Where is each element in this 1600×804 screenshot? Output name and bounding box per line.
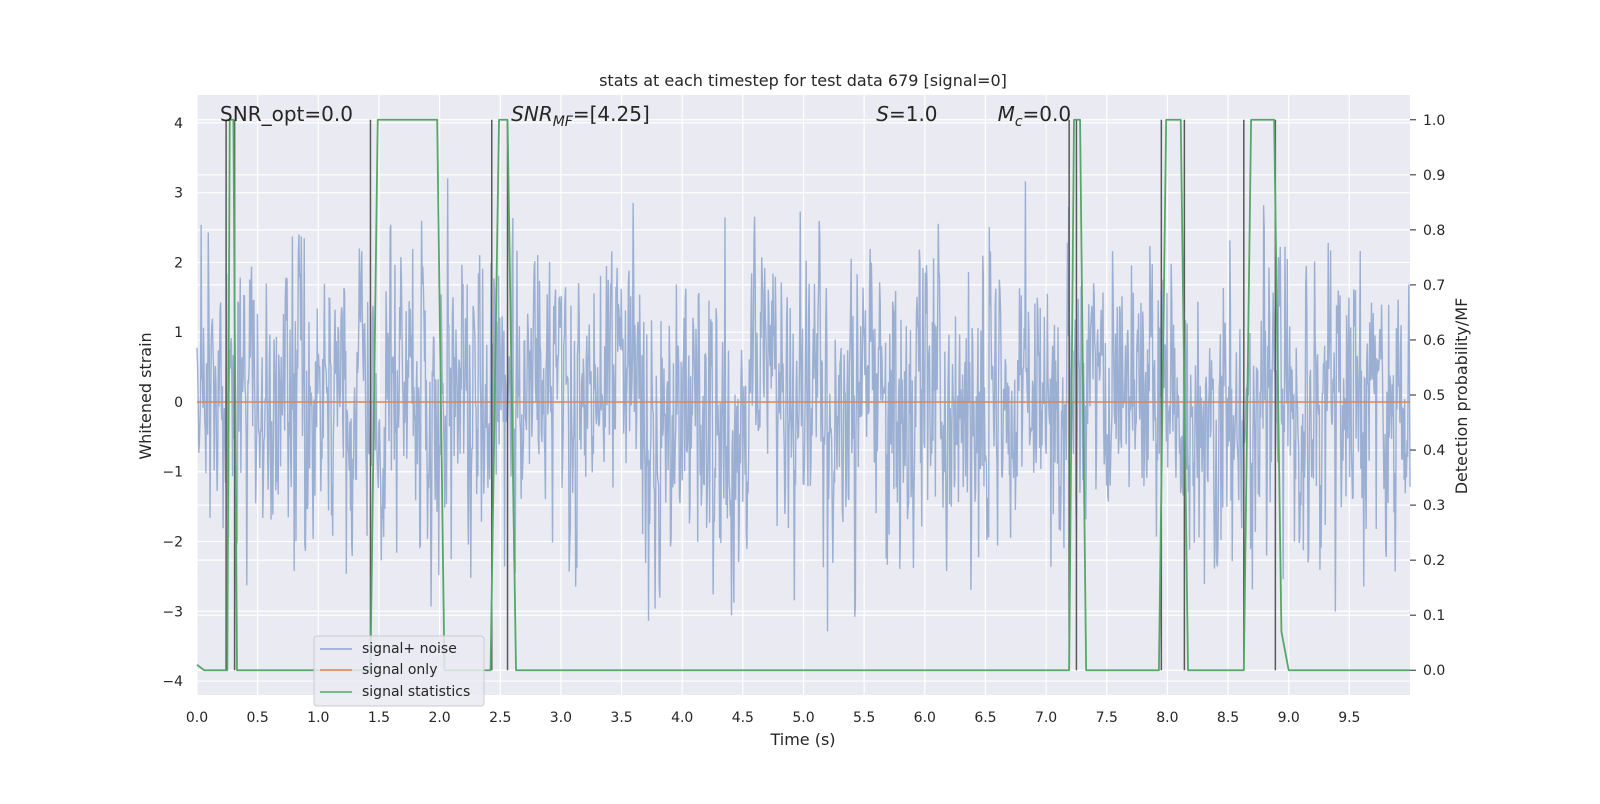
y-tick-label: −1	[162, 465, 183, 481]
y2-tick-label: 0.2	[1423, 553, 1445, 569]
legend-label-signal-plus-noise: signal+ noise	[362, 641, 457, 657]
x-tick-label: 2.5	[489, 710, 511, 726]
signal-statistics-line	[196, 118, 1410, 672]
x-tick-label: 1.5	[368, 710, 390, 726]
x-tick-label: 9.0	[1278, 710, 1300, 726]
x-tick-label: 9.5	[1338, 710, 1360, 726]
y-tick-label: −2	[162, 535, 183, 551]
annotation-mc: Mc=0.0	[998, 102, 1072, 130]
x-tick-label: 0.0	[186, 710, 208, 726]
annotation-mc-main: M	[998, 102, 1015, 126]
legend-label-signal-only: signal only	[362, 662, 437, 678]
annotation-snr-mf: SNRMF=[4.25]	[511, 102, 650, 130]
y2-tick-label: 0.5	[1423, 388, 1445, 404]
y2-tick-label: 0.4	[1423, 443, 1445, 459]
annotation-s-rest: =1.0	[889, 102, 938, 126]
x-tick-label: 2.0	[428, 710, 450, 726]
y2-tick-label: 0.3	[1423, 498, 1445, 514]
x-tick-label: 4.0	[671, 710, 693, 726]
annotation-snr-mf-main: SNR	[511, 102, 553, 126]
x-tick-label: 8.0	[1156, 710, 1178, 726]
x-axis-label: Time (s)	[769, 730, 835, 749]
y-tick-label: 3	[174, 186, 183, 202]
x-tick-label: 7.5	[1096, 710, 1118, 726]
x-tick-label: 6.5	[974, 710, 996, 726]
legend-box	[313, 635, 485, 707]
legend: signal+ noise signal only signal statist…	[313, 635, 485, 707]
x-tick-label: 7.0	[1035, 710, 1057, 726]
annotation-mc-sub: c	[1015, 114, 1023, 130]
y2-tick-label: 0.6	[1423, 333, 1445, 349]
annotation-mc-rest: =0.0	[1023, 102, 1072, 126]
annotation-s: S=1.0	[876, 102, 937, 126]
annotation-s-main: S	[876, 102, 889, 126]
chart-title: stats at each timestep for test data 679…	[599, 71, 1007, 90]
y2-tick-label: 0.1	[1423, 608, 1445, 624]
y2-tick-label: 1.0	[1423, 113, 1445, 129]
x-tick-label: 5.0	[792, 710, 814, 726]
y-tick-label: 4	[174, 116, 183, 132]
x-tick-label: 3.5	[610, 710, 632, 726]
y-tick-label: 1	[174, 325, 183, 341]
noise-line	[196, 178, 1411, 632]
annotation-snr-mf-rest: =[4.25]	[573, 102, 650, 126]
y2-tick-label: 0.0	[1423, 663, 1445, 679]
series-signal-plus-noise	[196, 178, 1411, 632]
series-signal-statistics	[196, 118, 1410, 672]
y2-tick-label: 0.7	[1423, 278, 1445, 294]
x-tick-label: 0.5	[247, 710, 269, 726]
x-tick-label: 3.0	[550, 710, 572, 726]
x-tick-label: 8.5	[1217, 710, 1239, 726]
x-tick-label: 6.0	[914, 710, 936, 726]
y-tick-label: −4	[162, 674, 183, 690]
y2-tick-label: 0.9	[1423, 168, 1445, 184]
axis-ticks: 0.0 0.5 1.0 1.5 2.0 2.5 3.0 3.5 4.0 4.5 5.0 5.5 6.0 6…	[162, 113, 1445, 726]
y-tick-label: −3	[162, 604, 183, 620]
y-tick-label: 0	[174, 395, 183, 411]
annotation-snr-opt: SNR_opt=0.0	[220, 102, 353, 126]
y-tick-label: 2	[174, 255, 183, 271]
x-tick-label: 4.5	[732, 710, 754, 726]
x-tick-label: 1.0	[307, 710, 329, 726]
y2-axis-label: Detection probability/MF	[1452, 298, 1471, 495]
y-axis-label: Whitened strain	[136, 332, 155, 459]
legend-label-signal-statistics: signal statistics	[362, 684, 470, 700]
y2-tick-label: 0.8	[1423, 223, 1445, 239]
x-tick-label: 5.5	[853, 710, 875, 726]
annotation-snr-mf-sub: MF	[553, 114, 574, 130]
